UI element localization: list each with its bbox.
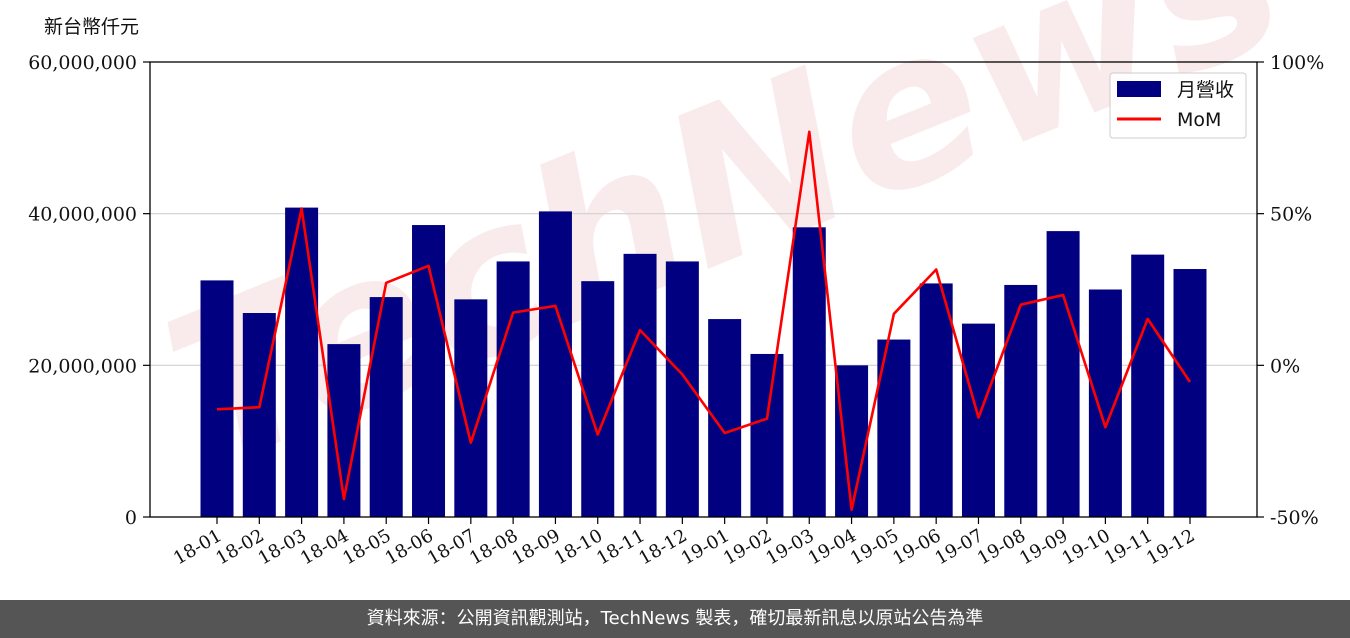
bar-18-06 bbox=[412, 225, 446, 517]
right-tick-label: 50% bbox=[1270, 204, 1312, 226]
bar-19-10 bbox=[1088, 289, 1122, 517]
bar-19-03 bbox=[792, 227, 826, 518]
mom-line-series bbox=[216, 130, 1192, 512]
plot-frame bbox=[149, 61, 1258, 518]
left-tick-label: 20,000,000 bbox=[28, 355, 137, 377]
bar-18-02 bbox=[242, 313, 276, 517]
left-tick-label: 60,000,000 bbox=[28, 52, 137, 74]
legend-label-revenue: 月營收 bbox=[1177, 79, 1234, 101]
left-tick-label: 0 bbox=[125, 507, 137, 529]
bar-18-05 bbox=[369, 297, 403, 517]
bar-18-08 bbox=[496, 261, 530, 517]
bar-19-09 bbox=[1046, 231, 1080, 517]
right-tick-label: 100% bbox=[1270, 52, 1324, 74]
bar-18-11 bbox=[623, 253, 657, 517]
bar-18-01 bbox=[200, 280, 234, 517]
y-axis-unit-label: 新台幣仟元 bbox=[44, 16, 139, 38]
bar-19-04 bbox=[835, 365, 869, 517]
bar-19-07 bbox=[961, 323, 995, 517]
bar-19-08 bbox=[1004, 284, 1038, 517]
right-tick-label: 0% bbox=[1270, 355, 1300, 377]
legend-label-mom: MoM bbox=[1177, 109, 1221, 131]
bar-19-11 bbox=[1131, 254, 1165, 517]
bar-18-09 bbox=[538, 211, 572, 517]
legend-swatch-bar bbox=[1117, 81, 1161, 97]
right-tick-label: -50% bbox=[1270, 507, 1319, 529]
legend: 月營收 MoM bbox=[1109, 72, 1247, 139]
source-footer: 資料來源：公開資訊觀測站，TechNews 製表，確切最新訊息以原站公告為準 bbox=[0, 600, 1350, 638]
bar-19-02 bbox=[750, 353, 784, 517]
bar-19-12 bbox=[1173, 269, 1207, 517]
bar-18-03 bbox=[285, 207, 319, 517]
bar-19-06 bbox=[919, 283, 953, 517]
revenue-chart: TechNews 020,000,00040,000,00060,000,000… bbox=[28, 0, 1324, 569]
left-tick-label: 40,000,000 bbox=[28, 204, 137, 226]
x-tick-label-19-12: 19-12 bbox=[1143, 525, 1198, 569]
mom-line bbox=[216, 130, 1192, 512]
